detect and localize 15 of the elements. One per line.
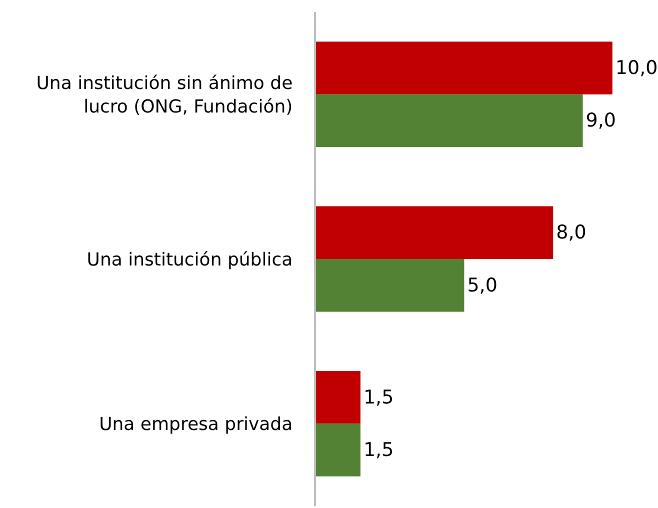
data-label: 9,0 xyxy=(586,110,616,132)
y-tick-label: Una institución sin ánimo de lucro (ONG, Fundación) xyxy=(36,72,293,118)
bar xyxy=(316,206,554,259)
bar xyxy=(316,424,360,476)
y-tick-label: Una institución pública xyxy=(86,249,293,270)
data-label: 1,5 xyxy=(363,439,394,462)
data-label: 1,5 xyxy=(363,386,394,408)
data-label: 5,0 xyxy=(467,274,498,296)
data-label: 10,0 xyxy=(615,56,658,79)
y-tick-label: Una empresa privada xyxy=(99,414,293,435)
data-label: 8,0 xyxy=(556,222,586,244)
bar xyxy=(316,94,583,148)
bar xyxy=(316,42,612,94)
bar xyxy=(316,370,360,424)
bar xyxy=(316,259,464,312)
